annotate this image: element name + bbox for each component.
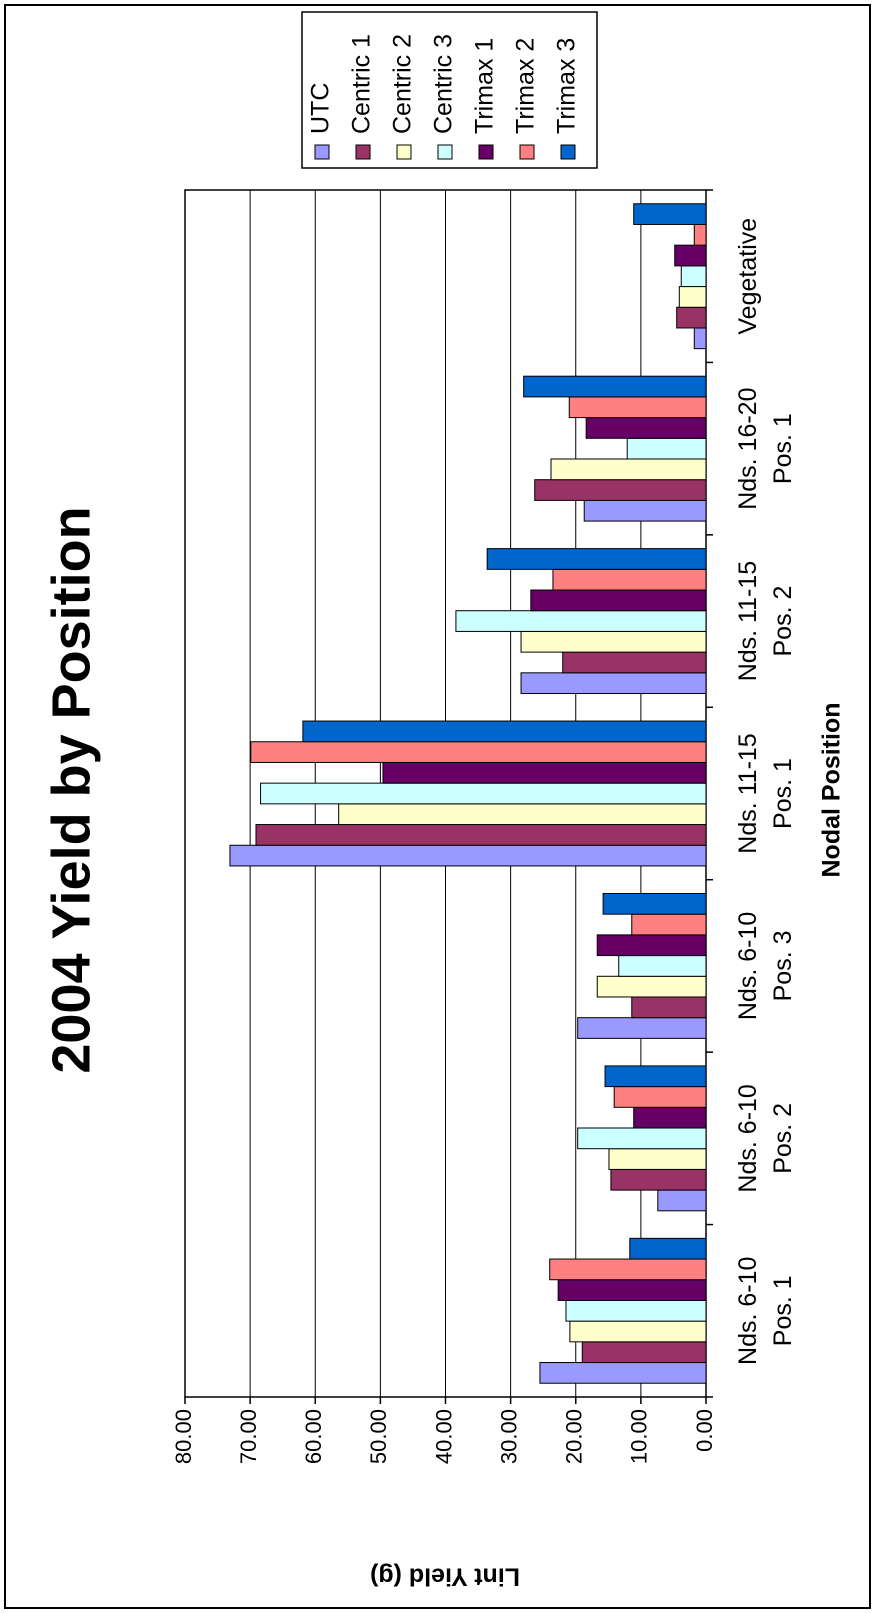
y-tick-label: 10.00 bbox=[627, 1409, 652, 1464]
bar bbox=[565, 1299, 707, 1322]
bar bbox=[657, 1189, 707, 1212]
x-tick-label: Vegetative bbox=[734, 218, 762, 335]
x-tick-label-line: Pos. 1 bbox=[769, 413, 797, 484]
bar bbox=[338, 803, 707, 826]
legend-box bbox=[301, 11, 598, 169]
x-tick-label: Nds. 11-15 Pos. 2 bbox=[734, 561, 797, 681]
bar bbox=[676, 306, 707, 329]
bar bbox=[520, 672, 707, 695]
bar bbox=[693, 223, 707, 246]
bar bbox=[486, 548, 707, 570]
bar bbox=[629, 1237, 707, 1260]
bar bbox=[302, 720, 707, 743]
x-tick-label-line: Nds. 11-15 bbox=[734, 733, 762, 853]
legend-label: Centric 1 bbox=[348, 34, 376, 134]
bar bbox=[596, 975, 707, 998]
bar bbox=[631, 913, 707, 936]
y-tick-label: 70.00 bbox=[236, 1409, 261, 1464]
x-tick-label-line: Pos. 2 bbox=[769, 1103, 797, 1174]
x-tick-label-line: Pos. 3 bbox=[769, 930, 797, 1001]
y-axis-title: Lint Yield (g) bbox=[370, 1562, 520, 1590]
chart-title: 2004 Yield by Position bbox=[41, 506, 101, 1073]
bar bbox=[604, 1065, 707, 1088]
legend-label: UTC bbox=[307, 83, 335, 134]
x-tick-label-line: Nds. 16-20 bbox=[734, 387, 762, 509]
bar bbox=[455, 610, 707, 632]
legend-label: Trimax 2 bbox=[512, 38, 540, 134]
bar bbox=[523, 375, 707, 398]
bar bbox=[633, 1106, 707, 1129]
x-axis-title: Nodal Position bbox=[818, 703, 846, 878]
legend-label: Trimax 1 bbox=[471, 38, 499, 134]
bar bbox=[568, 396, 707, 419]
bar bbox=[552, 568, 707, 591]
y-tick-label: 30.00 bbox=[496, 1409, 521, 1464]
bar bbox=[562, 651, 707, 674]
x-tick-label: Nds. 16-20 Pos. 1 bbox=[734, 387, 797, 509]
bar bbox=[255, 824, 707, 846]
bar bbox=[530, 589, 707, 612]
bar bbox=[539, 1362, 707, 1384]
bar bbox=[549, 1258, 707, 1281]
bar bbox=[260, 782, 707, 805]
legend-label: Trimax 3 bbox=[553, 38, 581, 134]
y-tick-label: 20.00 bbox=[562, 1409, 587, 1464]
bar bbox=[633, 203, 707, 225]
rotated-chart: 2004 Yield by Position Nodal Position Li… bbox=[4, 4, 871, 1609]
bar bbox=[577, 1127, 707, 1150]
x-tick-label: Nds. 6-10 Pos. 3 bbox=[734, 912, 797, 1020]
y-tick-label: 0.00 bbox=[692, 1409, 717, 1452]
legend-swatch bbox=[560, 144, 576, 160]
x-tick-label-line: Pos. 1 bbox=[769, 758, 797, 829]
bar bbox=[596, 934, 707, 957]
bar bbox=[581, 1341, 707, 1364]
bar bbox=[585, 417, 707, 439]
bar bbox=[229, 844, 707, 867]
bar bbox=[550, 458, 707, 481]
bar bbox=[608, 1148, 707, 1170]
y-tick-label: 50.00 bbox=[366, 1409, 391, 1464]
bar bbox=[693, 327, 707, 350]
bar bbox=[678, 286, 707, 308]
x-tick-label-line: Pos. 2 bbox=[769, 586, 797, 657]
bar bbox=[569, 1320, 707, 1343]
bar bbox=[680, 265, 707, 288]
legend-swatch bbox=[314, 144, 330, 160]
bar bbox=[557, 1279, 707, 1301]
bar bbox=[583, 499, 707, 522]
x-tick-label: Nds. 6-10 Pos. 2 bbox=[734, 1084, 797, 1192]
x-tick-label-line: Nds. 6-10 bbox=[734, 1257, 762, 1365]
x-tick-label-line: Vegetative bbox=[734, 218, 762, 335]
y-tick-label: 60.00 bbox=[301, 1409, 326, 1464]
x-tick-label-line: Nds. 6-10 bbox=[734, 912, 762, 1020]
y-tick-label: 80.00 bbox=[171, 1409, 196, 1464]
legend-swatch bbox=[396, 144, 412, 160]
bar bbox=[618, 955, 707, 977]
bar bbox=[610, 1168, 707, 1191]
legend-swatch bbox=[355, 144, 371, 160]
legend-label: Centric 3 bbox=[430, 34, 458, 134]
bar bbox=[631, 996, 707, 1019]
bar bbox=[626, 437, 707, 460]
legend-swatch bbox=[478, 144, 494, 160]
bar bbox=[577, 1017, 707, 1039]
legend-swatch bbox=[519, 144, 535, 160]
legend-swatch bbox=[437, 144, 453, 160]
bar bbox=[250, 741, 707, 763]
bar bbox=[674, 244, 707, 267]
bar bbox=[613, 1086, 707, 1108]
legend-label: Centric 2 bbox=[389, 34, 417, 134]
x-tick-label-line: Pos. 1 bbox=[769, 1275, 797, 1346]
bar bbox=[382, 761, 707, 784]
x-tick-label-line: Nds. 6-10 bbox=[734, 1084, 762, 1192]
y-tick-label: 40.00 bbox=[431, 1409, 456, 1464]
x-tick-label: Nds. 6-10 Pos. 1 bbox=[734, 1257, 797, 1365]
bar bbox=[602, 892, 707, 915]
x-tick-label: Nds. 11-15 Pos. 1 bbox=[734, 733, 797, 853]
bar bbox=[534, 479, 707, 501]
x-tick-label-line: Nds. 11-15 bbox=[734, 561, 762, 681]
bar bbox=[520, 630, 707, 653]
